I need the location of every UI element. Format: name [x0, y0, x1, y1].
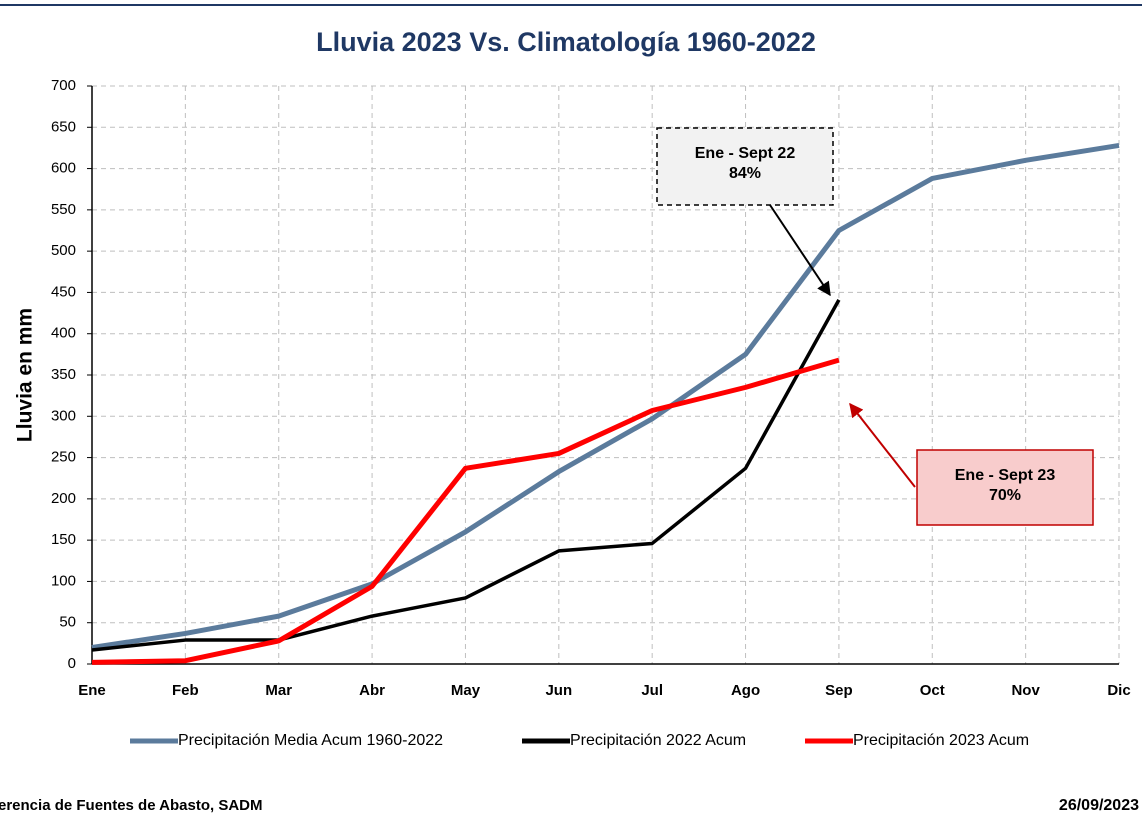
y-tick-label: 650 [51, 118, 76, 135]
y-tick-label: 550 [51, 201, 76, 218]
footer-left: erencia de Fuentes de Abasto, SADM [0, 797, 263, 814]
y-tick-label: 200 [51, 490, 76, 507]
y-tick-label: 50 [59, 614, 76, 631]
x-tick-label: Nov [1011, 682, 1040, 699]
legend-label: Precipitación 2022 Acum [570, 732, 746, 749]
x-tick-label: Jul [641, 682, 663, 699]
x-tick-label: May [451, 682, 481, 699]
legend-label: Precipitación Media Acum 1960-2022 [178, 732, 443, 749]
x-tick-label: Ene [78, 682, 106, 699]
y-tick-label: 700 [51, 77, 76, 94]
y-tick-label: 450 [51, 283, 76, 300]
annotation-text: Ene - Sept 23 [955, 467, 1056, 484]
y-tick-label: 250 [51, 449, 76, 466]
annotation-box [916, 449, 1094, 526]
y-tick-label: 350 [51, 366, 76, 383]
x-tick-label: Abr [359, 682, 385, 699]
annotation-arrow [769, 204, 831, 297]
x-tick-label: Oct [920, 682, 945, 699]
x-tick-label: Ago [731, 682, 760, 699]
x-tick-label: Feb [172, 682, 199, 699]
annotation-text: 70% [989, 487, 1021, 504]
y-tick-label: 600 [51, 160, 76, 177]
footer-right: 26/09/2023 [1059, 797, 1139, 814]
x-tick-label: Mar [265, 682, 292, 699]
x-tick-label: Dic [1107, 682, 1130, 699]
y-tick-label: 400 [51, 325, 76, 342]
annotation-box [656, 127, 834, 206]
series-line [91, 299, 841, 652]
y-tick-label: 500 [51, 242, 76, 259]
y-axis-label: Lluvia en mm [14, 308, 37, 442]
y-tick-label: 150 [51, 531, 76, 548]
annotation-text: Ene - Sept 22 [695, 145, 796, 162]
y-tick-label: 300 [51, 407, 76, 424]
annotation-arrow [849, 402, 916, 488]
legend-label: Precipitación 2023 Acum [853, 732, 1029, 749]
y-tick-label: 100 [51, 572, 76, 589]
series-line [91, 357, 840, 665]
annotation-text: 84% [729, 165, 761, 182]
series-line [91, 142, 1120, 650]
chart-title: Lluvia 2023 Vs. Climatología 1960-2022 [316, 27, 816, 57]
x-tick-label: Jun [545, 682, 572, 699]
y-tick-label: 0 [68, 655, 76, 672]
x-tick-label: Sep [825, 682, 853, 699]
